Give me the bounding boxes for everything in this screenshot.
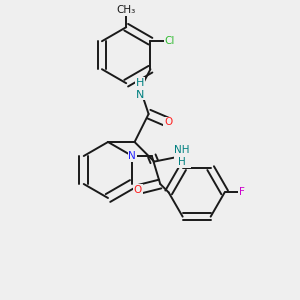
Text: N: N	[128, 151, 136, 161]
Text: H
N: H N	[136, 78, 144, 100]
Text: O: O	[164, 117, 172, 128]
Text: O: O	[134, 184, 142, 195]
Text: NH
H: NH H	[175, 145, 190, 167]
Text: Cl: Cl	[165, 36, 175, 46]
Text: CH₃: CH₃	[117, 5, 136, 15]
Text: F: F	[238, 188, 244, 197]
